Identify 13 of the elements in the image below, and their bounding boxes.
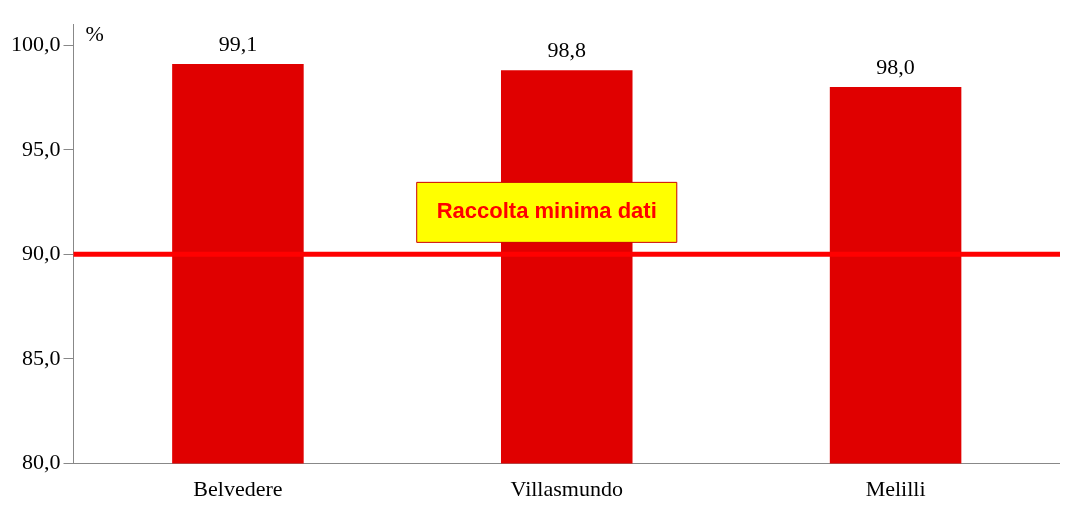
y-tick-label: 90,0 (22, 240, 61, 266)
x-tick-label: Villasmundo (510, 475, 623, 501)
y-tick-label: 100,0 (11, 30, 61, 56)
x-tick-label: Belvedere (193, 475, 283, 501)
data-label: 99,1 (218, 30, 258, 56)
ref-line-label: Raccolta minima dati (436, 198, 657, 224)
y-tick-label: 80,0 (22, 449, 61, 475)
y-axis-title: % (85, 20, 104, 46)
x-tick-label: Melilli (865, 475, 926, 501)
data-label: 98,8 (547, 37, 586, 63)
y-tick-label: 85,0 (22, 344, 61, 370)
y-tick-label: 95,0 (22, 135, 61, 161)
data-label: 98,0 (876, 53, 915, 79)
